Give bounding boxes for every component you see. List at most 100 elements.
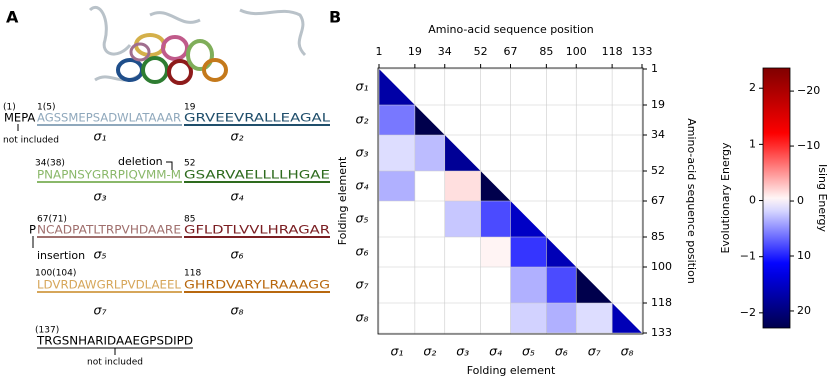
element-label: σ₅ — [94, 247, 107, 262]
colorbar — [762, 67, 791, 329]
heat-cell — [378, 267, 415, 303]
heat-cell — [510, 201, 547, 237]
position-label: (137) — [35, 326, 59, 336]
sequence: GSARVAELLLLHGAE — [184, 168, 330, 182]
row-label: σ₅ — [356, 211, 369, 226]
x-tick-label: 133 — [632, 45, 653, 58]
heat-cell — [414, 267, 445, 303]
sequence: GHRDVARYLRAAAGG — [184, 278, 330, 292]
panel-label: B — [329, 8, 341, 27]
colorbar-tick-label: 20 — [797, 304, 811, 317]
position-label: 85 — [184, 215, 195, 225]
y-tick-label: 34 — [651, 128, 665, 141]
position-label: 52 — [184, 159, 195, 169]
x-tick-label: 19 — [408, 45, 422, 58]
heat-cell — [576, 303, 613, 333]
sequence: NCADPATLTRPVHDAARE — [37, 223, 181, 237]
marker — [166, 161, 173, 170]
note: insertion — [37, 249, 85, 262]
position-label: (1) — [3, 103, 16, 113]
heatmap — [378, 68, 643, 334]
heat-cell — [444, 171, 481, 201]
colorbar-tick-label: −10 — [797, 139, 820, 152]
column-label: σ₄ — [489, 344, 502, 359]
column-label: σ₇ — [588, 344, 601, 359]
row-label: σ₆ — [356, 244, 369, 259]
axis-title: Amino-acid sequence position — [685, 118, 698, 284]
y-tick-label: 67 — [651, 194, 665, 207]
colorbar-title: Evolutionary Energy — [719, 142, 732, 254]
heat-cell — [414, 171, 445, 201]
heat-cell — [510, 237, 547, 267]
element-label: σ₄ — [231, 189, 244, 204]
note: not included — [87, 358, 143, 368]
heatmap-frame — [377, 67, 644, 335]
heat-cell — [444, 135, 481, 171]
heat-cell — [378, 303, 415, 333]
heat-cell — [546, 267, 577, 303]
colorbar-tick-label: 10 — [797, 249, 811, 262]
heat-cell — [480, 267, 511, 303]
x-tick-label: 100 — [566, 45, 587, 58]
element-label: σ₁ — [94, 129, 107, 144]
heat-cell — [480, 303, 511, 333]
axis-title: Folding element — [336, 156, 349, 245]
panel-label: A — [6, 8, 19, 27]
x-tick-label: 85 — [539, 45, 553, 58]
heat-cell — [576, 267, 613, 303]
colorbar-tick-label: 1 — [749, 137, 756, 150]
sequence: LDVRDAWGRLPVDLAEEL — [37, 278, 182, 292]
heat-cell — [444, 237, 481, 267]
row-label: σ₃ — [356, 145, 369, 160]
heat-cell — [414, 201, 445, 237]
y-tick-label: 100 — [651, 260, 672, 273]
heat-cell — [444, 267, 481, 303]
heat-cell — [378, 105, 415, 135]
heat-cell — [414, 105, 445, 135]
element-label: σ₇ — [94, 303, 107, 318]
row-label: σ₁ — [356, 79, 369, 94]
heat-cell — [414, 237, 445, 267]
element-label: σ₈ — [231, 303, 244, 318]
x-tick-label: 118 — [602, 45, 623, 58]
element-label: σ₆ — [231, 247, 244, 262]
element-label: σ₂ — [231, 129, 244, 144]
colorbar-tick-label: −1 — [740, 250, 756, 263]
position-label: 67(71) — [37, 215, 67, 225]
y-tick-label: 85 — [651, 230, 665, 243]
heat-cell — [480, 201, 511, 237]
heat-cell — [510, 303, 547, 333]
heat-cell — [378, 171, 415, 201]
heat-cell — [546, 303, 577, 333]
axis-title: Folding element — [467, 364, 556, 377]
x-tick-label: 67 — [504, 45, 518, 58]
colorbar-tick-label: 0 — [749, 194, 756, 207]
column-label: σ₈ — [621, 344, 634, 359]
heat-cell — [378, 237, 415, 267]
sequence: TRGSNHARIDAAEGPSDIPD — [36, 334, 193, 348]
y-tick-label: 52 — [651, 164, 665, 177]
heat-cell — [378, 201, 415, 237]
position-label: 19 — [184, 103, 196, 113]
column-label: σ₆ — [555, 344, 568, 359]
sequence: MEPA — [4, 111, 35, 125]
element-label: σ₃ — [94, 189, 107, 204]
colorbar-tick-label: −2 — [740, 306, 756, 319]
position-label: 100(104) — [35, 269, 76, 279]
heat-cell — [480, 171, 511, 201]
colorbar-tick-label: 2 — [749, 81, 756, 94]
heat-cell — [414, 303, 445, 333]
colorbar-title: Ising Energy — [816, 164, 829, 232]
heat-cell — [444, 201, 481, 237]
heat-cell — [414, 135, 445, 171]
row-label: σ₈ — [356, 310, 369, 325]
column-label: σ₃ — [456, 344, 469, 359]
colorbar-tick-label: −20 — [797, 84, 820, 97]
heat-cell — [378, 69, 415, 105]
note: deletion — [118, 155, 163, 168]
x-tick-label: 52 — [474, 45, 488, 58]
sequence: GRVEEVRALLEAGAL — [184, 111, 331, 125]
sequence: PNAPNSYGRRPIQVMM-M — [37, 168, 181, 182]
note: not included — [3, 136, 59, 146]
